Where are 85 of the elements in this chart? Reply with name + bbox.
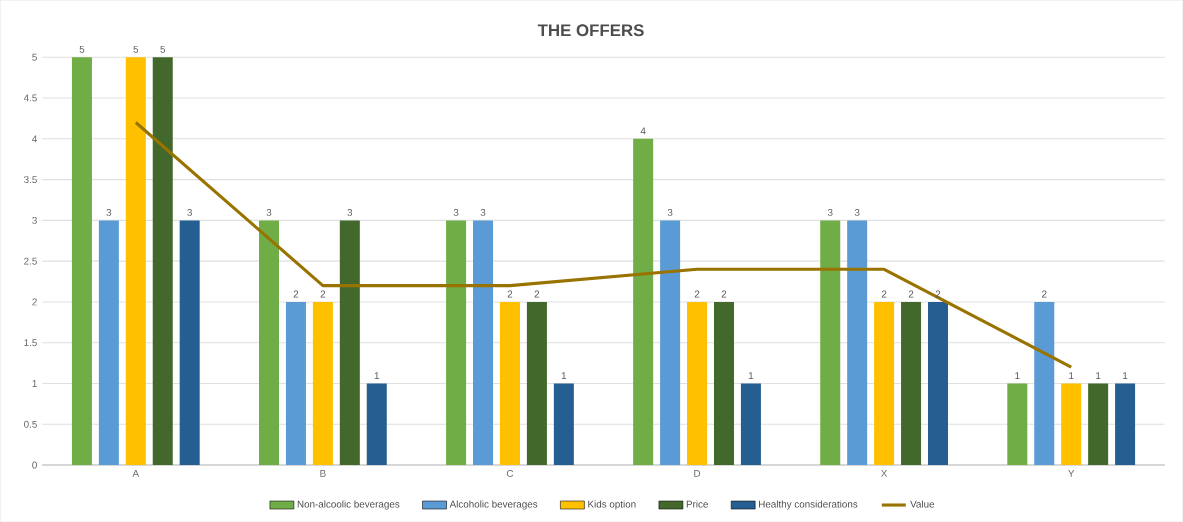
y-tick-label: 4 bbox=[32, 135, 38, 143]
data-label: 3 bbox=[187, 208, 192, 216]
bar bbox=[713, 301, 734, 465]
bar bbox=[660, 220, 681, 465]
x-tick-label: B bbox=[320, 469, 326, 477]
bar bbox=[927, 301, 949, 465]
bar bbox=[847, 220, 868, 465]
bar bbox=[339, 220, 360, 465]
data-label: 2 bbox=[507, 290, 513, 298]
bar bbox=[179, 220, 200, 465]
data-label: 5 bbox=[79, 45, 85, 53]
data-label: 2 bbox=[908, 290, 914, 298]
data-label: 5 bbox=[133, 45, 139, 53]
y-tick-label: 5 bbox=[32, 53, 37, 61]
bar bbox=[446, 220, 467, 465]
data-label: 1 bbox=[1123, 372, 1128, 379]
data-label: 3 bbox=[480, 208, 486, 216]
bar bbox=[473, 220, 494, 465]
legend-label: Kids option bbox=[588, 500, 636, 510]
bar bbox=[1115, 383, 1136, 465]
bar bbox=[820, 220, 841, 465]
x-tick-label: C bbox=[506, 469, 514, 477]
data-label: 2 bbox=[694, 290, 700, 298]
data-label: 1 bbox=[1069, 372, 1074, 379]
y-tick-label: 1 bbox=[32, 379, 37, 387]
data-label: 3 bbox=[453, 208, 459, 216]
y-tick-label: 3 bbox=[32, 216, 37, 224]
bar bbox=[553, 383, 574, 465]
y-tick-label: 2 bbox=[32, 298, 37, 306]
y-tick-label: 0.5 bbox=[24, 420, 37, 428]
data-label: 1 bbox=[561, 372, 567, 379]
data-label: 2 bbox=[1042, 290, 1047, 298]
bar bbox=[1061, 383, 1082, 465]
bar bbox=[285, 301, 306, 465]
x-tick-label: A bbox=[132, 469, 140, 477]
bar bbox=[98, 220, 119, 465]
bar bbox=[259, 220, 280, 465]
data-label: 2 bbox=[881, 290, 887, 298]
legend-label: Value bbox=[910, 500, 935, 508]
bar bbox=[874, 301, 895, 465]
data-label: 2 bbox=[935, 290, 941, 298]
data-label: 1 bbox=[374, 372, 380, 379]
bar bbox=[526, 301, 547, 465]
data-label: 3 bbox=[667, 208, 673, 216]
bar bbox=[499, 301, 520, 465]
data-label: 3 bbox=[827, 208, 833, 216]
data-label: 3 bbox=[106, 208, 112, 216]
bar bbox=[152, 57, 173, 465]
x-tick-label: X bbox=[881, 469, 888, 477]
y-tick-label: 1.5 bbox=[24, 339, 37, 346]
data-label: 2 bbox=[320, 290, 326, 298]
bar bbox=[312, 301, 333, 465]
legend-label: Healthy considerations bbox=[759, 500, 858, 510]
bar bbox=[901, 301, 922, 465]
x-tick-label: Y bbox=[1068, 469, 1075, 477]
data-label: 1 bbox=[1015, 372, 1020, 379]
bar bbox=[1007, 383, 1028, 465]
y-tick-label: 4.5 bbox=[23, 94, 37, 102]
bar bbox=[633, 138, 654, 465]
data-label: 2 bbox=[721, 290, 727, 298]
chart-title: THE OFFERS bbox=[537, 24, 644, 37]
data-label: 3 bbox=[854, 208, 860, 216]
bar bbox=[71, 57, 92, 465]
data-label: 1 bbox=[1096, 372, 1101, 379]
y-tick-label: 0 bbox=[32, 461, 37, 469]
data-label: 2 bbox=[293, 290, 299, 298]
data-label: 2 bbox=[534, 290, 540, 298]
x-tick-label: D bbox=[694, 469, 701, 477]
legend-label: Alcoholic beverages bbox=[449, 500, 538, 510]
legend-label: Non-alcoolic beverages bbox=[297, 500, 400, 510]
data-label: 3 bbox=[347, 208, 353, 216]
data-label: 1 bbox=[748, 372, 754, 379]
y-tick-label: 3.5 bbox=[24, 175, 37, 183]
bar bbox=[366, 383, 387, 465]
bar bbox=[125, 57, 146, 465]
bar bbox=[740, 383, 761, 465]
bar bbox=[1088, 383, 1109, 465]
data-label: 5 bbox=[160, 45, 166, 53]
data-label: 4 bbox=[640, 127, 646, 135]
y-tick-label: 2.5 bbox=[24, 257, 37, 265]
data-label: 3 bbox=[266, 208, 272, 216]
line-series bbox=[134, 120, 1073, 369]
bar bbox=[687, 301, 708, 465]
legend-label: Price bbox=[686, 500, 708, 508]
bar bbox=[1034, 301, 1055, 465]
